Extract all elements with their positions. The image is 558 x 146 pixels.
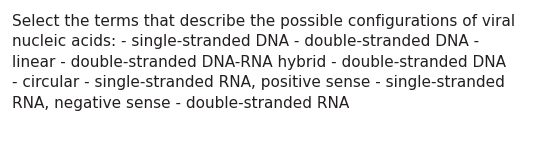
Text: Select the terms that describe the possible configurations of viral
nucleic acid: Select the terms that describe the possi… [12, 14, 515, 111]
